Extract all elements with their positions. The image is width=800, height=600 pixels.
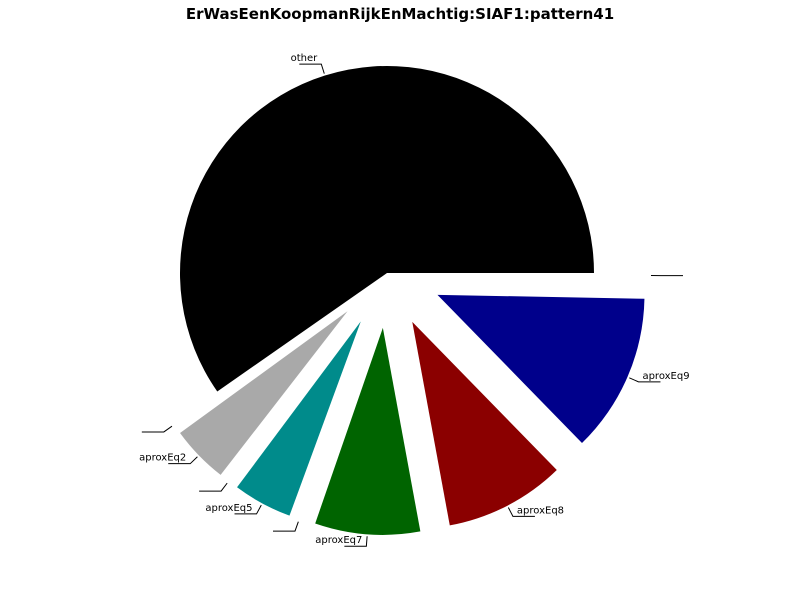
slice-label-aproxEq9: aproxEq9	[642, 371, 689, 382]
pie-slices	[172, 66, 649, 535]
leader-line-other	[299, 63, 325, 74]
leader-line-aproxEq2	[168, 456, 198, 465]
pie-slice-aproxEq2	[180, 311, 348, 475]
pie-slice-unlabeled-6	[226, 316, 354, 483]
leader-line-aproxEq9	[629, 377, 661, 383]
pie-slice-other	[180, 66, 594, 392]
pie-slice-aproxEq5	[237, 321, 361, 516]
pie-slice-unlabeled-8	[172, 304, 343, 427]
pie-slice-aproxEq9	[437, 294, 645, 444]
pie-slice-aproxEq7	[315, 327, 421, 535]
slice-label-aproxEq2: aproxEq2	[139, 453, 186, 464]
slice-label-aproxEq5: aproxEq5	[205, 503, 252, 514]
chart-title: ErWasEenKoopmanRijkEnMachtig:SIAF1:patte…	[186, 5, 614, 23]
leader-line-unlabeled-8	[141, 425, 173, 433]
pie-slice-aproxEq8	[412, 321, 557, 526]
slice-label-aproxEq7: aproxEq7	[315, 535, 362, 546]
leader-line-unlabeled-4	[272, 521, 299, 532]
leader-line-aproxEq5	[234, 504, 262, 515]
leader-line-aproxEq7	[344, 536, 368, 547]
slice-labels: aproxEq9 aproxEq8 aproxEq7 aproxEq5 aproxEq2…	[139, 53, 690, 547]
leader-line-unlabeled-6	[199, 482, 228, 492]
slice-label-other: other	[291, 53, 319, 64]
leader-line-aproxEq8	[507, 507, 535, 517]
pie-slice-unlabeled-0	[441, 273, 649, 278]
slice-label-aproxEq8: aproxEq8	[517, 505, 564, 516]
pie-slice-unlabeled-4	[297, 324, 369, 521]
